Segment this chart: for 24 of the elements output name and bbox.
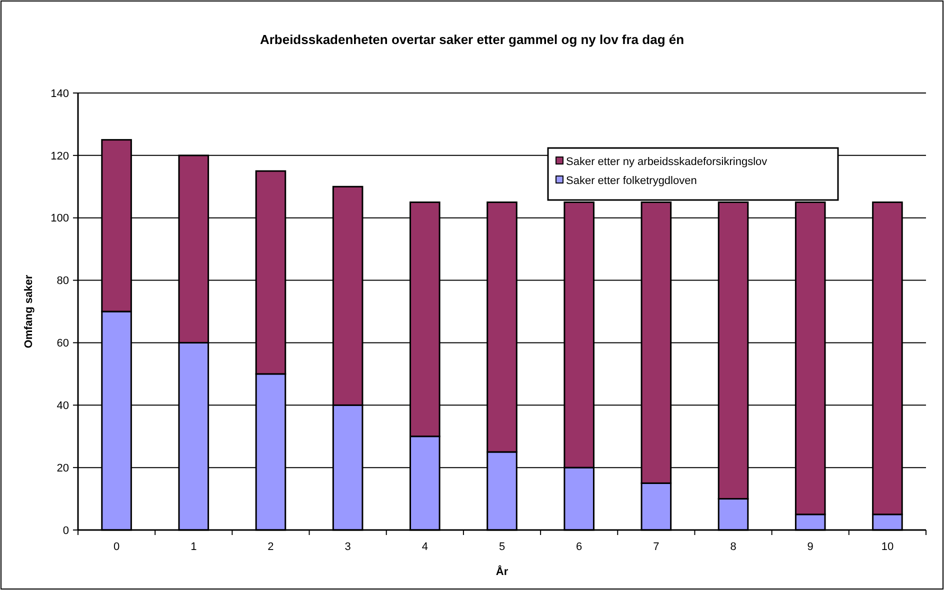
y-tick-label: 100 — [50, 212, 69, 225]
x-axis-title: År — [496, 565, 509, 578]
y-tick-label: 20 — [56, 462, 69, 474]
y-tick-label: 0 — [62, 524, 69, 537]
x-tick-label: 4 — [422, 541, 428, 553]
x-tick-label: 6 — [576, 541, 582, 553]
x-tick-label: 9 — [807, 541, 814, 553]
x-tick-label: 0 — [113, 541, 120, 553]
x-tick-label: 5 — [498, 541, 506, 553]
legend-label: Saker etter folketrygdloven — [566, 174, 697, 187]
chart-title: Arbeidsskadenheten overtar saker etter gammel og ny lov fra dag én — [260, 32, 684, 47]
y-tick-label: 140 — [50, 88, 69, 100]
y-tick-label: 80 — [56, 275, 69, 288]
y-tick-label: 40 — [56, 400, 69, 412]
y-axis-title: Omfang saker — [23, 274, 35, 348]
x-tick-label: 10 — [881, 541, 894, 553]
x-tick-label: 8 — [730, 541, 736, 553]
legend-label: Saker etter ny arbeidsskadeforsikringslov — [566, 156, 768, 168]
x-tick-label: 3 — [344, 541, 351, 553]
x-tick-label: 1 — [190, 541, 197, 553]
x-tick-label: 7 — [653, 541, 660, 553]
x-tick-label: 2 — [268, 541, 274, 553]
y-tick-label: 120 — [50, 150, 69, 162]
y-tick-label: 60 — [56, 338, 69, 350]
